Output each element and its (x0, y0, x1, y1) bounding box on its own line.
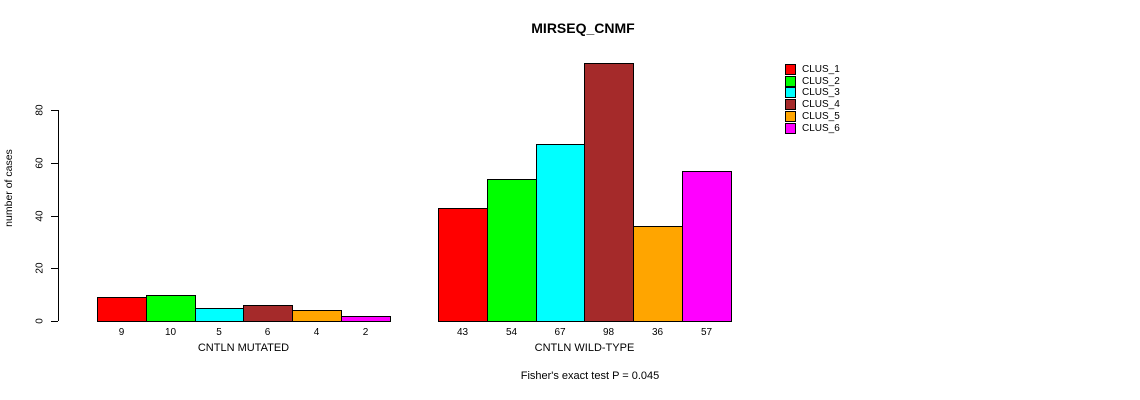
bar-value-label: 67 (554, 327, 566, 338)
bar-clus_2-group2 (487, 179, 537, 322)
y-tick-label: 40 (34, 209, 46, 222)
legend-label: CLUS_4 (802, 98, 840, 110)
legend-color-swatch (785, 75, 796, 87)
y-axis-label: number of cases (3, 149, 15, 227)
legend-label: CLUS_3 (802, 86, 840, 98)
bar-clus_1-group2 (438, 208, 488, 322)
bar-value-label: 9 (118, 327, 125, 338)
bar-clus_3-group2 (536, 144, 585, 322)
bar-value-label: 54 (505, 327, 518, 338)
legend-item-clus_3: CLUS_3 (785, 86, 840, 98)
group-label: CNTLN WILD-TYPE (534, 342, 635, 354)
legend-color-swatch (785, 86, 796, 98)
bar-value-label: 36 (651, 327, 664, 338)
y-tick-label: 60 (34, 157, 46, 169)
y-tick-mark (51, 163, 58, 164)
bar-value-label: 6 (264, 327, 271, 338)
bar-clus_6-group1 (341, 316, 391, 322)
legend-label: CLUS_1 (802, 63, 840, 75)
bar-value-label: 2 (362, 327, 369, 338)
y-tick-mark (51, 110, 58, 111)
y-tick-mark (51, 268, 58, 269)
legend-label: CLUS_2 (802, 75, 840, 87)
legend-item-clus_6: CLUS_6 (785, 122, 840, 134)
bar-value-label: 4 (313, 327, 320, 338)
bar-clus_5-group2 (633, 226, 683, 322)
bar-clus_4-group2 (584, 63, 634, 322)
bar-value-label: 43 (456, 327, 469, 338)
bar-value-label: 10 (164, 327, 177, 338)
y-axis-line (58, 110, 59, 321)
chart-title: MIRSEQ_CNMF (531, 20, 635, 36)
y-tick-label: 80 (34, 104, 46, 116)
y-tick-mark (51, 216, 58, 217)
legend-label: CLUS_5 (802, 110, 840, 122)
bar-clus_2-group1 (146, 295, 196, 322)
legend-item-clus_2: CLUS_2 (785, 75, 840, 87)
y-tick-label: 20 (34, 262, 46, 274)
fisher-test-annotation: Fisher's exact test P = 0.045 (520, 370, 660, 382)
legend-item-clus_1: CLUS_1 (785, 63, 840, 75)
y-tick-mark (51, 321, 58, 322)
bar-value-label: 98 (602, 327, 615, 338)
legend-color-swatch (785, 63, 796, 75)
bar-value-label: 5 (216, 327, 222, 338)
bar-clus_3-group1 (195, 308, 244, 322)
legend-item-clus_4: CLUS_4 (785, 98, 840, 110)
bar-clus_4-group1 (243, 305, 293, 322)
bar-clus_5-group1 (292, 310, 342, 322)
bar-value-label: 57 (700, 327, 713, 338)
legend-color-swatch (785, 122, 796, 134)
bar-clus_1-group1 (97, 297, 147, 322)
legend-color-swatch (785, 110, 796, 122)
bar-clus_6-group2 (682, 171, 732, 322)
y-tick-label: 0 (34, 318, 46, 324)
legend-item-clus_5: CLUS_5 (785, 110, 840, 122)
legend-color-swatch (785, 98, 796, 110)
group-label: CNTLN MUTATED (197, 342, 290, 354)
legend-label: CLUS_6 (802, 122, 840, 134)
